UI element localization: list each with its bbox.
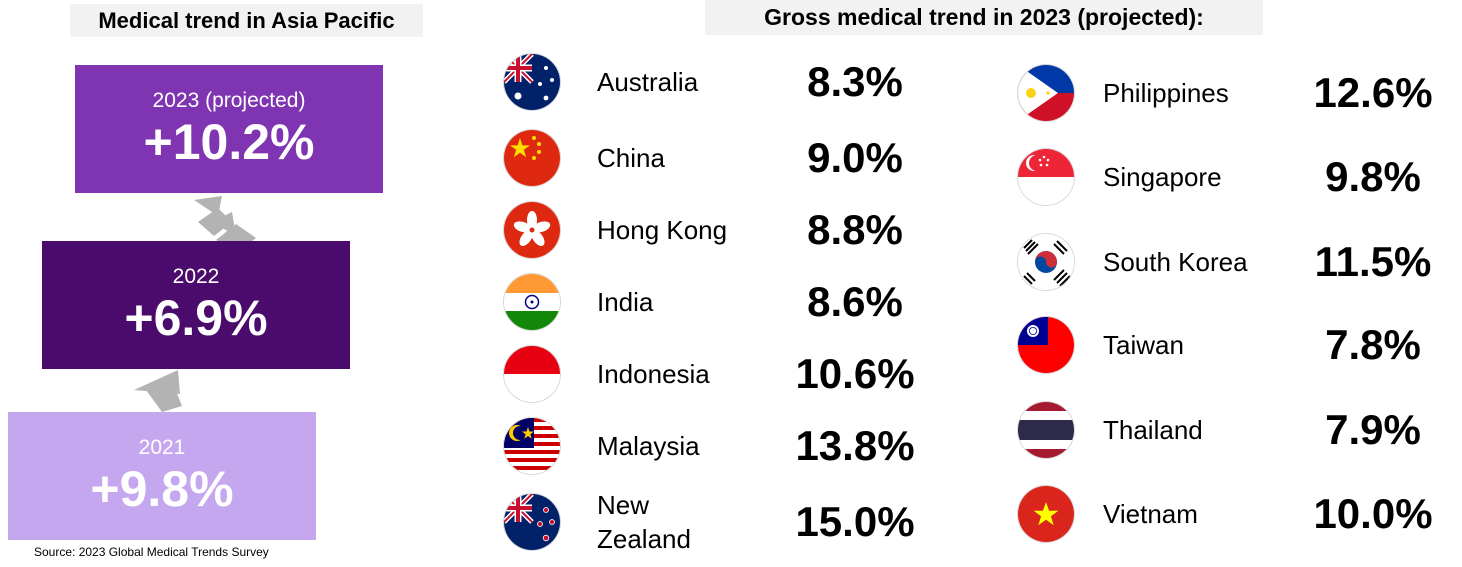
country-value-singapore: 9.8% <box>1325 153 1421 200</box>
india-flag-icon <box>504 274 560 330</box>
south-korea-flag-icon <box>1018 234 1074 290</box>
arrow-up-tip-icon <box>134 370 180 394</box>
source-note: Source: 2023 Global Medical Trends Surve… <box>34 545 269 559</box>
malaysia-flag-icon <box>504 418 560 474</box>
vietnam-flag-icon <box>1018 486 1074 542</box>
country-value-china: 9.0% <box>807 134 903 181</box>
thailand-flag-icon <box>1018 402 1074 458</box>
singapore-flag-icon <box>1018 149 1074 205</box>
country-name-south-korea: South Korea <box>1103 247 1248 277</box>
country-name-singapore: Singapore <box>1103 162 1222 192</box>
trend-box-2023: 2023 (projected) +10.2% <box>75 65 383 193</box>
trend-box-2022: 2022 +6.9% <box>42 241 350 369</box>
hong-kong-flag-icon <box>504 202 560 258</box>
country-name-new-zealand: New Zealand <box>597 490 691 554</box>
right-title: Gross medical trend in 2023 (projected): <box>705 0 1263 35</box>
country-value-malaysia: 13.8% <box>795 422 915 469</box>
country-value-thailand: 7.9% <box>1325 406 1421 453</box>
country-name-hong-kong: Hong Kong <box>597 215 728 245</box>
country-name-australia: Australia <box>597 67 699 97</box>
country-value-vietnam: 10.0% <box>1313 490 1433 537</box>
country-value-hong-kong: 8.8% <box>807 206 903 253</box>
trend-box-2021: 2021 +9.8% <box>8 412 316 540</box>
china-flag-icon <box>504 130 560 186</box>
new-zealand-flag-icon <box>504 494 560 550</box>
indonesia-flag-icon <box>504 346 560 402</box>
trend-year: 2022 <box>172 265 220 288</box>
country-value-new-zealand: 15.0% <box>795 498 915 545</box>
trend-value: +9.8% <box>90 461 234 517</box>
country-value-australia: 8.3% <box>807 58 903 105</box>
country-name-thailand: Thailand <box>1103 415 1203 445</box>
philippines-flag-icon <box>1018 65 1074 121</box>
country-value-taiwan: 7.8% <box>1325 321 1421 368</box>
country-name-vietnam: Vietnam <box>1103 499 1198 529</box>
country-name-indonesia: Indonesia <box>597 359 710 389</box>
trend-value: +6.9% <box>124 290 268 346</box>
arrow-up-tip-icon <box>194 196 222 216</box>
country-name-malaysia: Malaysia <box>597 431 700 461</box>
country-name-india: India <box>597 287 654 317</box>
australia-flag-icon <box>504 54 560 110</box>
trend-year: 2021 <box>138 436 186 459</box>
trend-value: +10.2% <box>143 114 315 170</box>
country-name-taiwan: Taiwan <box>1103 330 1184 360</box>
country-value-south-korea: 11.5% <box>1314 238 1432 285</box>
country-name-china: China <box>597 143 665 173</box>
arrow-up-icon <box>198 208 232 236</box>
country-value-philippines: 12.6% <box>1313 69 1433 116</box>
country-value-india: 8.6% <box>807 278 903 325</box>
country-name-philippines: Philippines <box>1103 78 1229 108</box>
left-title: Medical trend in Asia Pacific <box>70 4 423 37</box>
country-value-indonesia: 10.6% <box>795 350 915 397</box>
taiwan-flag-icon <box>1018 317 1074 373</box>
trend-year: 2023 (projected) <box>152 89 306 112</box>
